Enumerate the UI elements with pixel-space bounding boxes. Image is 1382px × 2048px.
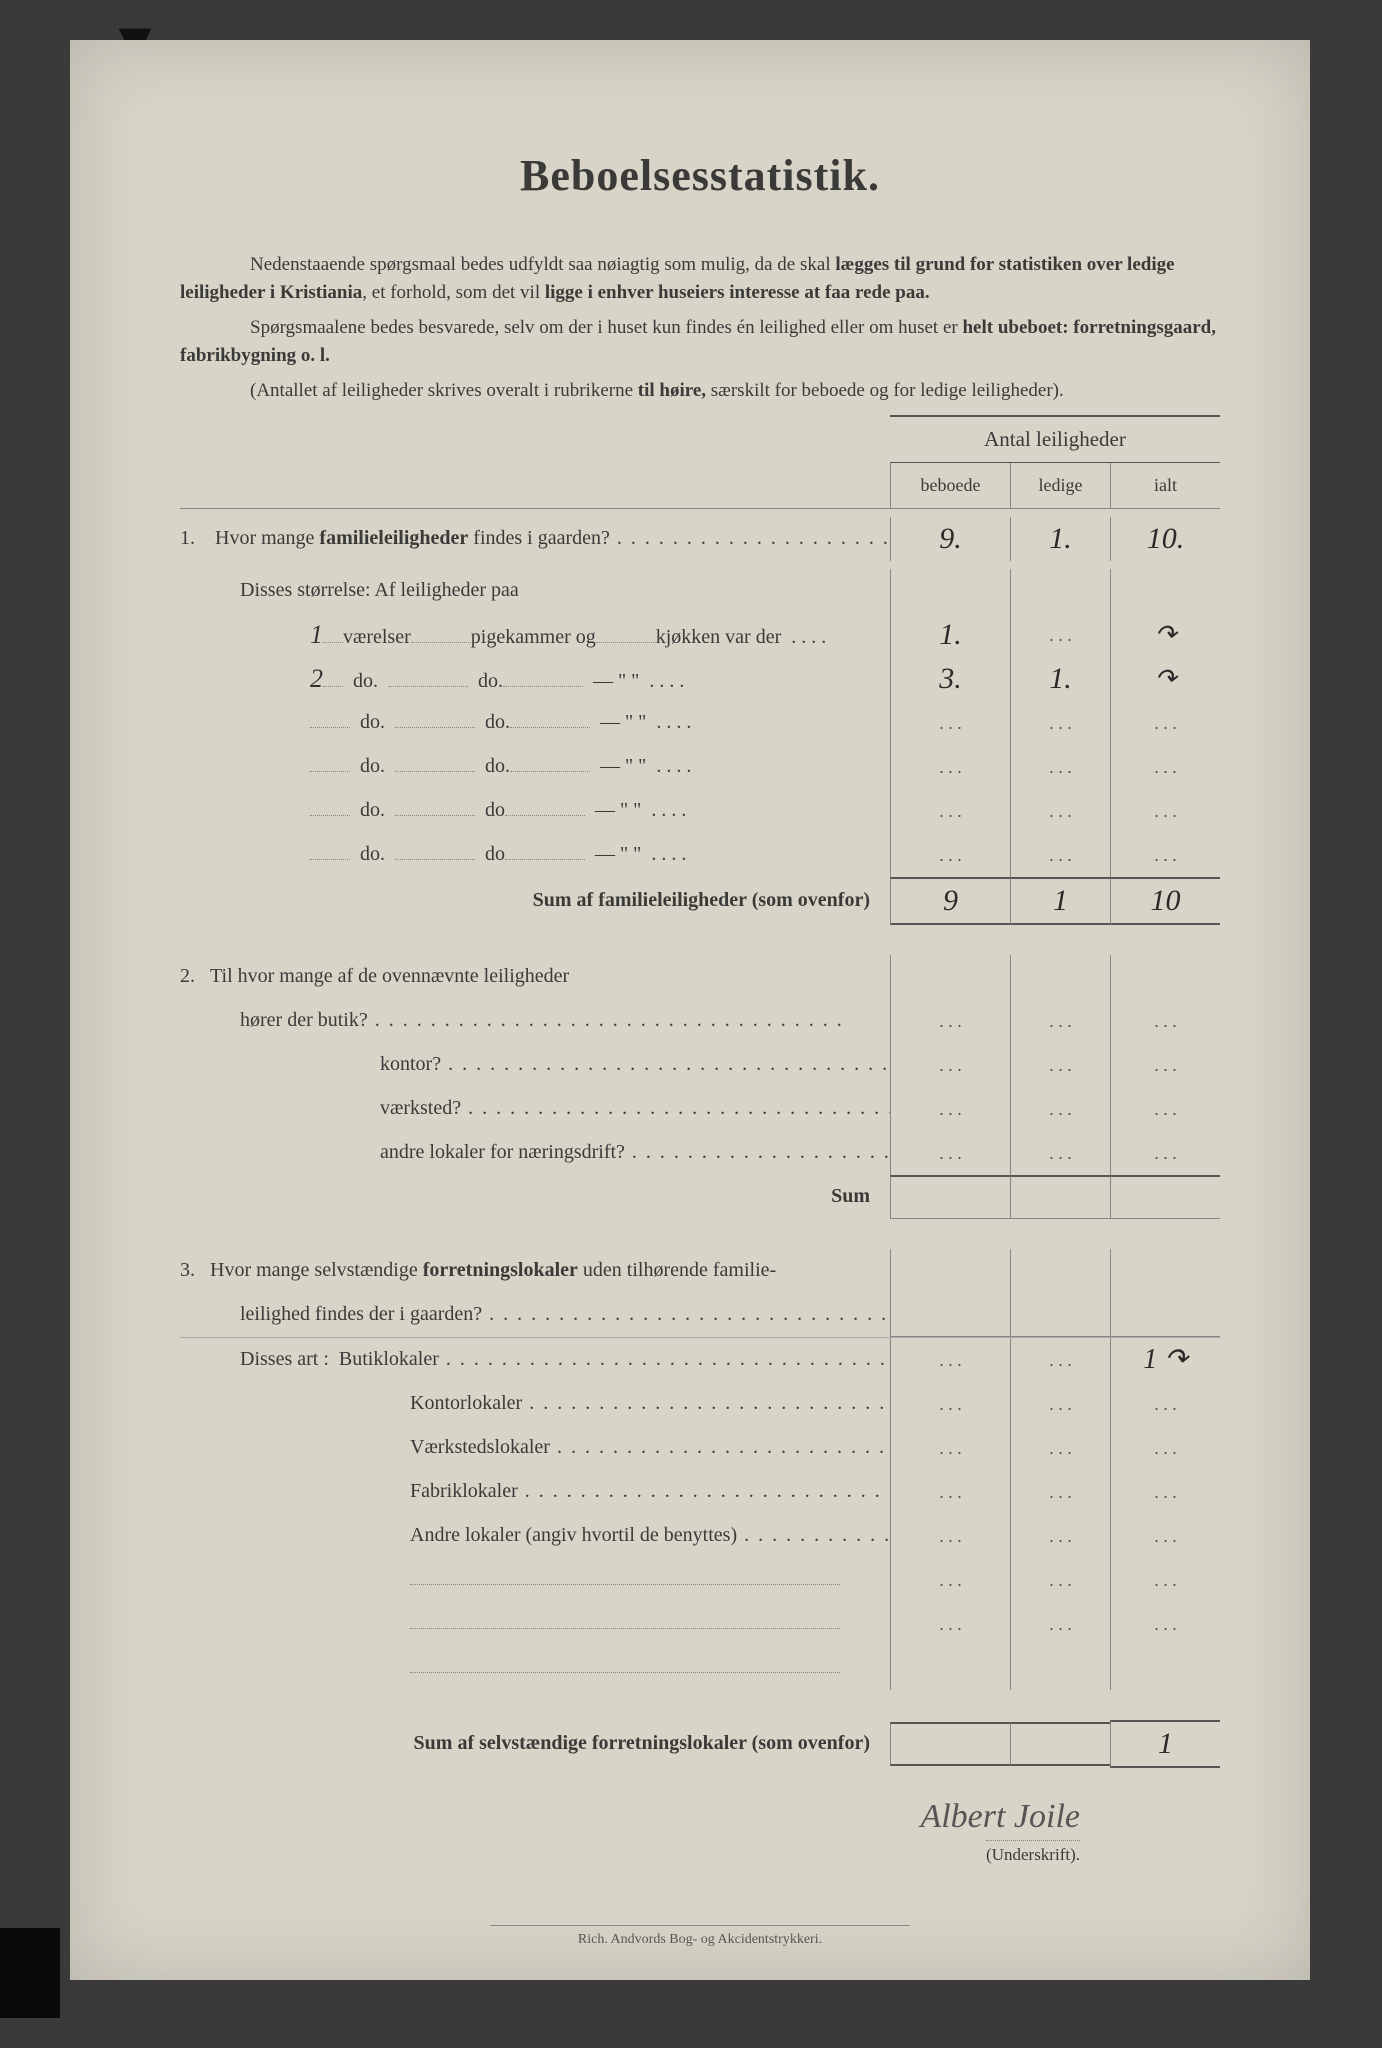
q3-r2: Kontorlokaler <box>180 1392 890 1415</box>
q3-r1-ialt: 1 ↷ <box>1110 1338 1220 1382</box>
col-header-ledige: ledige <box>1010 463 1110 508</box>
q1-r2-led: 1. <box>1010 657 1110 701</box>
intro-paragraph-3: (Antallet af leiligheder skrives overalt… <box>180 377 1220 405</box>
q1-beboede: 9. <box>890 517 1010 561</box>
q1-row-4: do. do. — " " . . . . <box>180 755 890 778</box>
q1-sum-led: 1 <box>1010 877 1110 925</box>
q2-r4: andre lokaler for næringsdrift? <box>180 1141 890 1164</box>
q2-text: 2.Til hvor mange af de ovennævnte leilig… <box>180 965 890 988</box>
q1-row-3: do. do. — " " . . . . <box>180 711 890 734</box>
signature-block: Albert Joile (Underskrift). <box>180 1798 1220 1865</box>
q2-r2: kontor? <box>180 1053 890 1076</box>
q1-text: 1. Hvor mange familieleiligheder findes … <box>180 527 890 550</box>
q3-blank-2 <box>180 1612 890 1635</box>
q3-blank-1 <box>180 1568 890 1591</box>
document-page: Beboelsesstatistik. Nedenstaaende spørgs… <box>70 40 1310 1980</box>
q1-ledige: 1. <box>1010 517 1110 561</box>
intro-paragraph-1: Nedenstaaende spørgsmaal bedes udfyldt s… <box>180 251 1220 306</box>
q1-ialt: 10. <box>1110 517 1220 561</box>
q1-r2-beb: 3. <box>890 657 1010 701</box>
q3-r1: Disses art : Butiklokaler <box>180 1348 890 1371</box>
signature-label: (Underskrift). <box>986 1840 1080 1865</box>
q3-text-2: leilighed findes der i gaarden? <box>180 1303 890 1326</box>
scan-artifact-left <box>0 1928 60 2018</box>
intro-paragraph-2: Spørgsmaalene bedes besvarede, selv om d… <box>180 314 1220 369</box>
q3-sum-ialt: 1 <box>1110 1720 1220 1768</box>
q1-r1-beb: 1. <box>890 613 1010 657</box>
q1-sum-beb: 9 <box>890 877 1010 925</box>
q1-row-1: 1værelserpigekammer ogkjøkken var der . … <box>180 620 890 650</box>
q2-r1: hører der butik? <box>180 1009 890 1032</box>
q2-r3: værksted? <box>180 1097 890 1120</box>
col-header-ialt: ialt <box>1110 463 1220 508</box>
page-title: Beboelsesstatistik. <box>180 150 1220 201</box>
q1-subtitle: Disses størrelse: Af leiligheder paa <box>180 579 890 602</box>
q3-blank-3 <box>180 1656 890 1679</box>
q3-r3: Værkstedslokaler <box>180 1436 890 1459</box>
q3-r4: Fabriklokaler <box>180 1480 890 1503</box>
printer-footer: Rich. Andvords Bog- og Akcidentstrykkeri… <box>490 1925 910 1948</box>
signature-handwriting: Albert Joile <box>180 1798 1080 1836</box>
q1-row-6: do. do — " " . . . . <box>180 843 890 866</box>
q1-r2-ialt: ↷ <box>1110 657 1220 701</box>
q1-r1-ialt: ↷ <box>1110 613 1220 657</box>
q3-sum-led <box>1010 1722 1110 1766</box>
q1-sum-ialt: 10 <box>1110 877 1220 925</box>
q1-r1-led: . . . <box>1010 613 1110 657</box>
col-header-beboede: beboede <box>890 463 1010 508</box>
table-header-title: Antal leiligheder <box>890 415 1220 463</box>
q3-text-1: 3.Hvor mange selvstændige forretningslok… <box>180 1259 890 1282</box>
q2-sum-label: Sum <box>180 1185 890 1208</box>
q1-sum-label: Sum af familieleiligheder (som ovenfor) <box>180 889 890 912</box>
q1-row-2: 2 do. do. — " " . . . . <box>180 664 890 694</box>
q1-row-5: do. do — " " . . . . <box>180 799 890 822</box>
q3-r5: Andre lokaler (angiv hvortil de benyttes… <box>180 1524 890 1547</box>
q3-sum-label: Sum af selvstændige forretningslokaler (… <box>180 1732 890 1755</box>
q3-sum-beb <box>890 1722 1010 1766</box>
statistics-table: Antal leiligheder beboede ledige ialt 1.… <box>180 415 1220 1768</box>
